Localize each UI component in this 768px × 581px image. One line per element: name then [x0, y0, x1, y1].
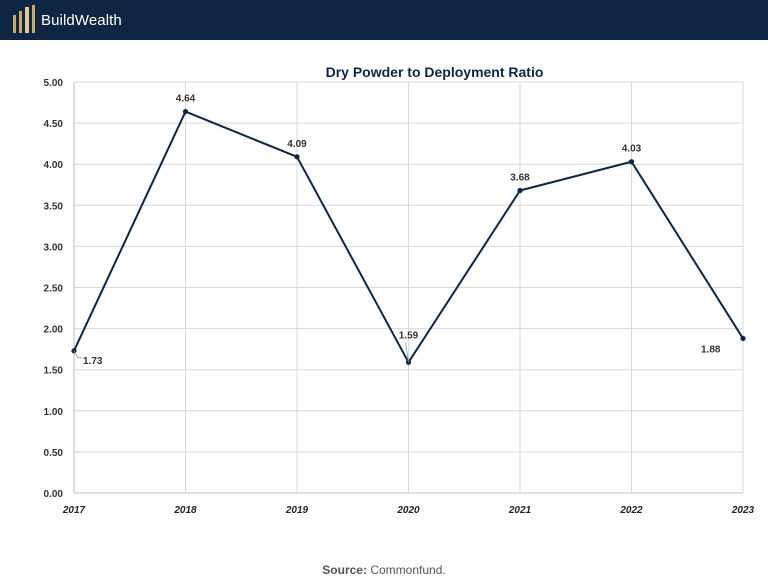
data-label: 1.88: [701, 344, 721, 355]
y-tick-label: 3.00: [44, 242, 64, 253]
data-point: [294, 154, 300, 160]
source-label: Source:: [322, 563, 367, 577]
x-tick-label: 2023: [731, 505, 755, 516]
y-tick-label: 2.50: [44, 284, 64, 295]
y-tick-label: 2.00: [44, 325, 64, 336]
brand-name: BuildWealth: [41, 11, 122, 29]
data-label: 1.59: [399, 330, 419, 341]
chart-title: Dry Powder to Deployment Ratio: [326, 64, 544, 80]
data-point: [517, 187, 523, 194]
data-label: 4.03: [622, 144, 642, 155]
x-tick-label: 2018: [173, 505, 197, 516]
y-tick-label: 3.50: [44, 201, 64, 212]
x-tick-label: 2020: [396, 505, 420, 516]
y-tick-label: 1.50: [44, 366, 64, 377]
top-banner: BuildWealth: [0, 0, 768, 40]
data-point: [182, 108, 189, 115]
y-tick-label: 0.00: [44, 489, 64, 500]
source-note: Source: Commonfund.: [0, 563, 768, 577]
data-label: 4.09: [287, 139, 307, 150]
bars-logo-icon: [13, 5, 35, 33]
x-tick-label: 2017: [62, 505, 86, 516]
data-label: 3.68: [510, 173, 530, 184]
source-text: Commonfund.: [370, 563, 446, 577]
x-tick-label: 2021: [508, 505, 532, 516]
y-tick-label: 0.50: [44, 448, 64, 459]
y-tick-label: 4.00: [44, 160, 64, 171]
data-point: [740, 335, 746, 342]
data-label: 1.73: [83, 356, 103, 367]
line-chart: Dry Powder to Deployment Ratio 0.00 0.50 1.…: [44, 64, 755, 516]
x-tick-label: 2022: [619, 505, 643, 516]
y-tick-label: 5.00: [44, 78, 64, 89]
data-label: 4.64: [176, 94, 196, 105]
brand-logo[interactable]: BuildWealth: [12, 5, 122, 35]
data-label-leader: [73, 350, 82, 359]
y-tick-label: 1.00: [44, 407, 64, 418]
y-tick-label: 4.50: [44, 119, 64, 130]
data-point: [628, 159, 635, 165]
data-label-leader: [405, 342, 409, 363]
x-tick-label: 2019: [285, 505, 309, 516]
